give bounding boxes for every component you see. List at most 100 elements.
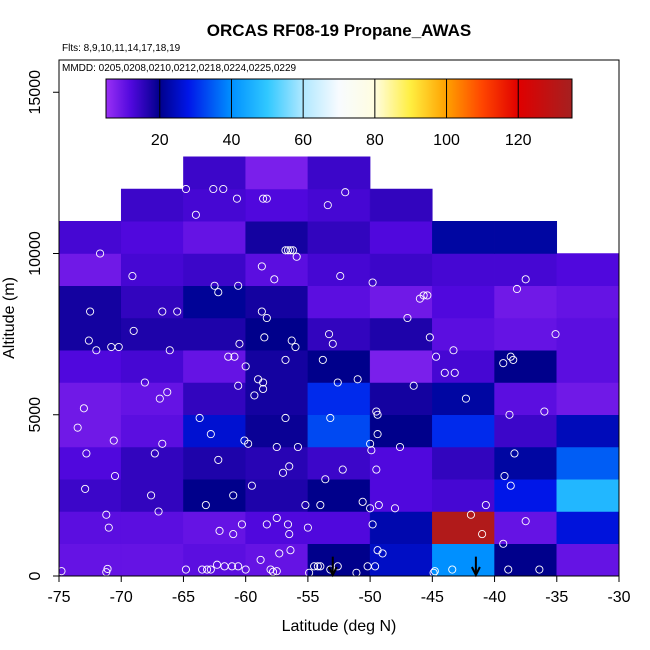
x-tick-label: -45 [421,589,444,606]
sample-marker [310,562,319,571]
heatmap-cell [120,543,184,577]
heatmap-cell [432,446,495,480]
heatmap-cell [556,446,620,480]
sample-marker [316,562,325,571]
sample-marker [341,188,350,197]
heatmap-cell [369,188,433,222]
sample-marker [165,346,174,355]
sample-marker [313,562,322,571]
sample-marker [195,413,204,423]
heatmap-cell [369,221,433,254]
sample-marker [110,471,120,481]
heatmap-cell [183,156,246,190]
dates-note: MMDD: 0205,0208,0210,0212,0218,0224,0225… [62,63,297,74]
heatmap-cell [432,221,495,254]
sample-marker [275,549,284,558]
sample-marker [210,281,219,290]
sample-marker [234,281,243,290]
heatmap-cell [120,253,184,286]
sample-marker [551,330,560,339]
heatmap-cell [183,285,246,319]
sample-marker [272,513,281,523]
sample-marker [155,394,164,403]
sample-marker [440,368,449,377]
heatmap-cell [183,350,246,383]
sample-marker [371,562,380,571]
sample-marker [301,500,310,510]
heatmap-cell [307,317,371,351]
sample-marker [372,407,381,416]
sample-marker [374,500,383,510]
sample-marker [154,507,163,516]
x-axis-label: Latitude (deg N) [282,618,397,635]
heatmap-cell [369,543,433,577]
heatmap-cell [494,285,558,319]
y-tick-label: 10000 [27,231,44,276]
sample-marker [353,375,362,384]
sample-marker [73,423,82,432]
arrow-head [470,566,481,578]
colorbar-tick-label: 40 [223,132,241,149]
sample-marker [257,307,266,316]
heatmap-cell [120,511,184,544]
sample-marker [260,333,269,342]
sample-marker [324,330,334,339]
sample-marker [358,497,367,506]
sample-marker [129,326,138,335]
sample-marker [224,352,233,361]
y-tick-label: 0 [27,571,44,580]
sample-marker [181,184,190,194]
heatmap-cell [307,188,371,222]
sample-marker [104,523,113,532]
sample-marker [128,272,137,281]
sample-marker [158,439,167,448]
heatmap-cell [494,414,558,448]
sample-marker [510,449,519,458]
sample-marker [506,352,515,361]
sample-marker [268,567,278,576]
sample-marker [81,484,90,493]
sample-marker [241,362,250,371]
sample-marker [203,565,212,574]
colorbar-tick-label: 60 [294,132,312,149]
sample-marker [316,500,325,510]
y-tick-label: 15000 [27,70,44,115]
sample-marker [281,413,290,423]
sample-marker [378,549,387,558]
heatmap-cell [369,414,433,448]
sample-marker [158,307,167,316]
arrow-head [327,566,338,578]
sample-marker [234,381,243,390]
x-axis: -75 -70 -65 -60 -55 -50 -45 -40 -35 -30 [47,575,631,606]
heatmap-cell [556,285,620,319]
sample-marker [521,517,530,526]
sample-marker [191,210,200,219]
sample-marker [373,430,382,439]
heatmap-cell [307,221,371,254]
sample-marker [481,500,490,510]
sample-marker [206,565,215,574]
sample-marker [448,565,457,574]
heatmap-cell [120,446,184,480]
sample-marker [318,355,327,364]
x-tick-label: -70 [110,589,133,606]
heatmap-cell [245,221,309,254]
sample-marker [173,307,182,316]
heatmap-cell [58,414,122,448]
sample-marker [506,481,515,490]
colorbar-tick-label: 120 [505,132,532,149]
sample-marker [291,342,300,352]
sample-marker [230,352,239,361]
heatmap-cell [120,350,184,383]
x-tick-label: -75 [47,589,70,606]
sample-marker [266,565,275,574]
sample-marker [321,475,330,484]
sample-marker [403,313,412,323]
sample-marker [285,462,294,471]
heatmap-cell [432,317,495,351]
sample-marker [181,565,190,574]
sample-marker [281,246,290,255]
sample-marker [367,446,376,455]
sample-marker [259,384,268,394]
heatmap-cell [120,414,184,448]
